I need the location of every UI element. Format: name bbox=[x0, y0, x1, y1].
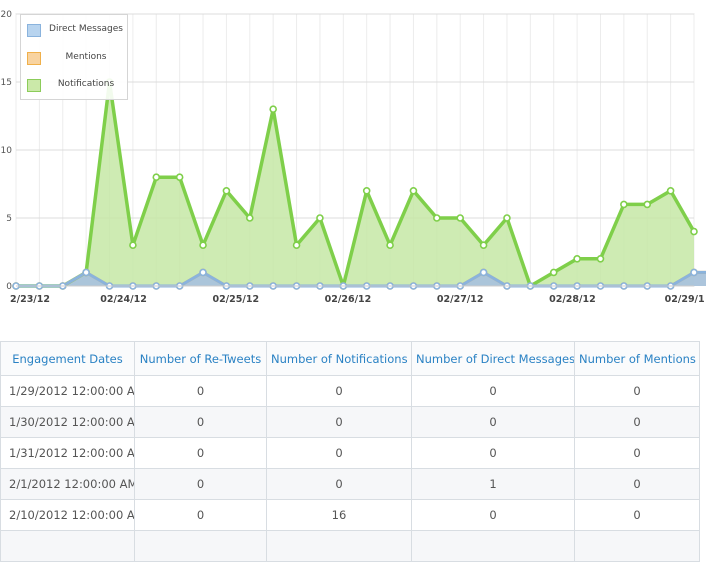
table-header-row: Engagement Dates Number of Re-Tweets Num… bbox=[0, 341, 700, 376]
table-cell: 0 bbox=[574, 406, 700, 438]
header-notifications[interactable]: Number of Notifications bbox=[266, 341, 412, 376]
table-body: 1/29/2012 12:00:00 AM 0 0 0 0 1/30/2012 12:00… bbox=[0, 375, 700, 562]
y-tick-label: 20 bbox=[1, 10, 13, 20]
legend-label: Mentions bbox=[65, 52, 107, 62]
x-tick-label: 02/28/12 bbox=[549, 294, 596, 305]
table-cell: 1/29/2012 12:00:00 AM bbox=[0, 375, 135, 407]
table-cell: 0 bbox=[266, 375, 412, 407]
table-row: 1/30/2012 12:00:00 AM 0 0 0 0 bbox=[0, 406, 700, 438]
header-retweets[interactable]: Number of Re-Tweets bbox=[134, 341, 267, 376]
point-notifications bbox=[666, 187, 675, 195]
table-cell: 2/1/2012 12:00:00 AM bbox=[0, 468, 135, 500]
engagement-table: Engagement Dates Number of Re-Tweets Num… bbox=[0, 341, 700, 562]
table-cell: 0 bbox=[134, 375, 267, 407]
point-notifications bbox=[175, 173, 184, 181]
table-cell: 0 bbox=[134, 499, 267, 531]
point-notifications bbox=[222, 187, 231, 195]
table-cell: 0 bbox=[574, 499, 700, 531]
point-notifications bbox=[292, 241, 301, 249]
point-notifications bbox=[549, 268, 558, 277]
header-engagement-dates[interactable]: Engagement Dates bbox=[0, 341, 135, 376]
y-tick-label: 15 bbox=[1, 78, 12, 88]
point-notifications bbox=[199, 241, 207, 249]
table-cell: 0 bbox=[411, 406, 575, 438]
point-notifications bbox=[362, 187, 371, 195]
table-cell: 0 bbox=[266, 468, 412, 500]
x-tick-label: 2/23/12 bbox=[10, 294, 50, 305]
table-cell: 2/10/2012 12:00:00 AM bbox=[0, 499, 135, 531]
table-cell: 1/30/2012 12:00:00 AM bbox=[0, 406, 135, 438]
y-tick-label: 5 bbox=[6, 214, 12, 224]
table-row bbox=[0, 530, 700, 562]
point-notifications bbox=[433, 214, 441, 222]
table-cell: 1 bbox=[411, 468, 575, 500]
table-cell: 0 bbox=[266, 437, 412, 469]
table-cell bbox=[266, 530, 412, 562]
point-notifications bbox=[573, 254, 581, 263]
x-tick-label: 02/27/12 bbox=[437, 294, 484, 305]
x-tick-label: 02/24/12 bbox=[100, 294, 147, 305]
table-cell: 0 bbox=[411, 437, 575, 469]
table-cell bbox=[411, 530, 575, 562]
legend-item-mentions[interactable]: Mentions bbox=[21, 45, 127, 73]
point-notifications bbox=[690, 227, 698, 236]
point-notifications bbox=[409, 187, 418, 195]
legend-swatch-notifications bbox=[27, 79, 41, 92]
line-notifications bbox=[16, 80, 696, 288]
table-cell: 0 bbox=[411, 375, 575, 407]
table-cell bbox=[0, 530, 135, 562]
engagement-table-container: Engagement Dates Number of Re-Tweets Num… bbox=[0, 341, 700, 562]
table-cell: 0 bbox=[574, 375, 700, 407]
table-cell: 0 bbox=[411, 499, 575, 531]
point-notifications bbox=[503, 214, 511, 222]
point-notifications bbox=[456, 214, 465, 222]
table-cell: 16 bbox=[266, 499, 412, 531]
point-notifications bbox=[596, 254, 605, 263]
point-notifications bbox=[386, 241, 394, 249]
table-cell: 0 bbox=[134, 406, 267, 438]
table-row: 1/29/2012 12:00:00 AM 0 0 0 0 bbox=[0, 375, 700, 407]
table-row: 2/10/2012 12:00:00 AM 0 16 0 0 bbox=[0, 499, 700, 531]
table-cell bbox=[134, 530, 267, 562]
point-notifications bbox=[620, 200, 628, 209]
point-notifications bbox=[643, 200, 652, 209]
table-cell: 0 bbox=[134, 437, 267, 469]
chart-legend: Direct Messages Mentions Notifications bbox=[20, 14, 128, 100]
engagement-area-chart: 0 5 10 15 20 2/23/12 02/24/12 02/25/12 02/26/12 0… bbox=[1, 10, 706, 305]
header-mentions[interactable]: Number of Mentions bbox=[574, 341, 700, 376]
point-notifications bbox=[129, 241, 137, 249]
point-notifications bbox=[152, 173, 161, 181]
table-cell: 0 bbox=[266, 406, 412, 438]
y-tick-label: 0 bbox=[6, 282, 12, 292]
legend-item-direct-messages[interactable]: Direct Messages bbox=[21, 17, 127, 45]
area-notifications bbox=[16, 82, 694, 286]
table-row: 1/31/2012 12:00:00 AM 0 0 0 0 bbox=[0, 437, 700, 469]
legend-item-notifications[interactable]: Notifications bbox=[21, 72, 127, 100]
area-direct-messages bbox=[16, 272, 706, 286]
point-direct-messages bbox=[199, 268, 207, 277]
point-notifications bbox=[316, 214, 324, 222]
x-tick-label: 02/29/1 bbox=[665, 294, 705, 305]
point-notifications bbox=[245, 214, 254, 222]
table-cell: 0 bbox=[574, 468, 700, 500]
table-cell: 1/31/2012 12:00:00 AM bbox=[0, 437, 135, 469]
legend-swatch-mentions bbox=[27, 52, 41, 65]
y-tick-label: 10 bbox=[1, 146, 13, 156]
table-cell: 0 bbox=[134, 468, 267, 500]
point-notifications bbox=[479, 241, 488, 249]
table-cell bbox=[574, 530, 700, 562]
legend-label: Notifications bbox=[57, 79, 115, 89]
x-tick-label: 02/26/12 bbox=[325, 294, 372, 305]
legend-label: Direct Messages bbox=[49, 24, 123, 34]
point-direct-messages bbox=[82, 268, 90, 277]
point-notifications bbox=[269, 105, 277, 113]
table-cell: 0 bbox=[574, 437, 700, 469]
table-row: 2/1/2012 12:00:00 AM 0 0 1 0 bbox=[0, 468, 700, 500]
point-direct-messages bbox=[479, 268, 488, 277]
point-direct-messages bbox=[690, 268, 698, 277]
legend-swatch-direct-messages bbox=[27, 24, 41, 37]
x-tick-label: 02/25/12 bbox=[212, 294, 259, 305]
header-direct-messages[interactable]: Number of Direct Messages bbox=[411, 341, 575, 376]
